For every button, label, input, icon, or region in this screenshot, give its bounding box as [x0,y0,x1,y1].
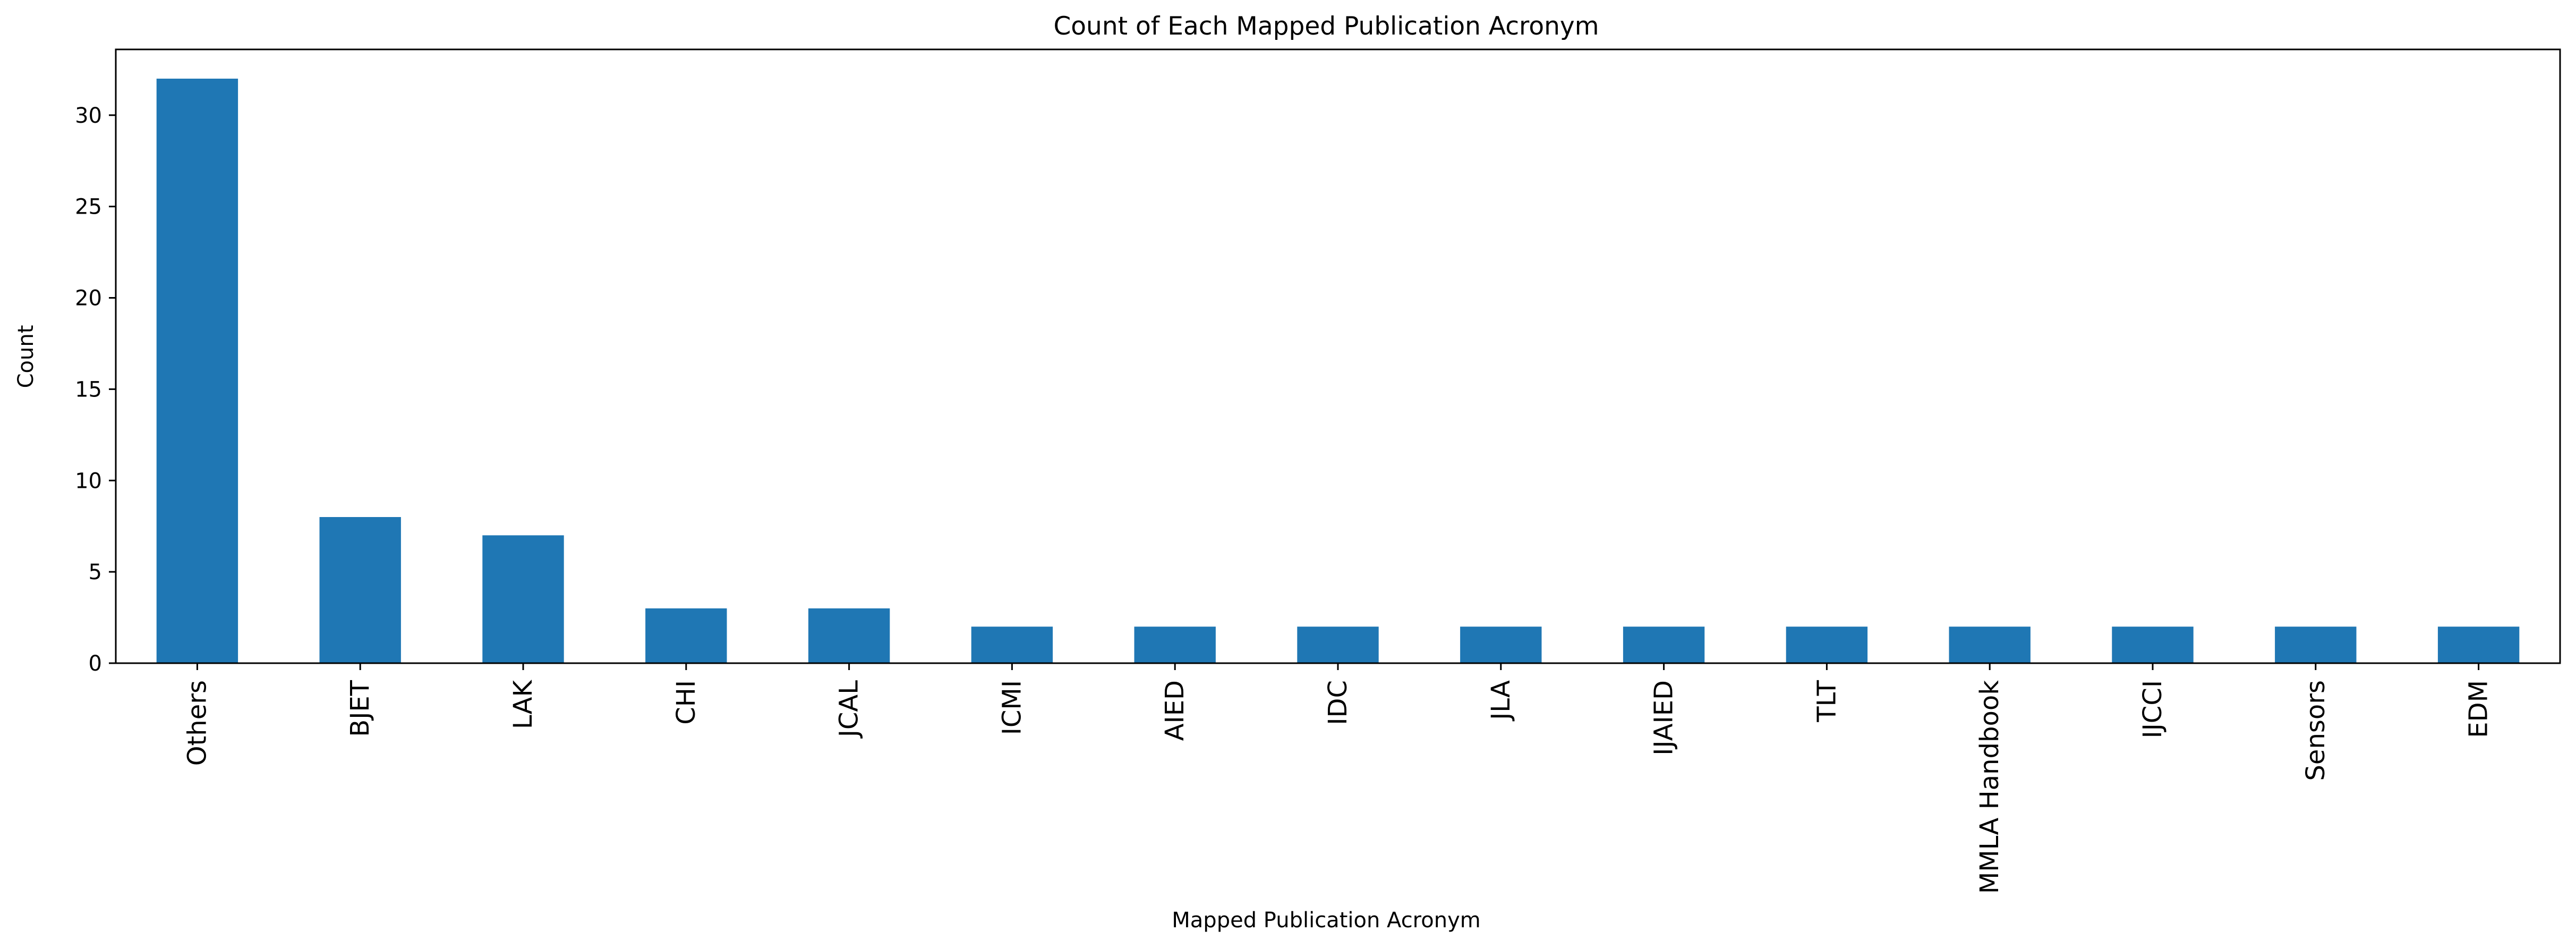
x-axis-label: Mapped Publication Acronym [1172,908,1480,933]
x-tick-label: Others [182,680,212,766]
bar-aied [1134,627,1216,663]
y-axis-ticks: 0 5 10 15 20 25 30 [75,104,116,676]
bar-sensors [2275,627,2357,663]
y-tick-label: 25 [75,195,102,219]
x-tick-label: AIED [1160,680,1190,741]
bar-lak [482,535,564,663]
bar-idc [1297,627,1379,663]
y-tick-label: 5 [89,560,102,585]
x-tick-label: TLT [1812,680,1841,722]
bar-ijcci [2112,627,2194,663]
bar-others [156,79,238,663]
x-tick-label: ICMI [997,680,1027,735]
y-tick-label: 0 [89,651,102,676]
x-tick-label: IJCCI [2138,680,2168,739]
x-tick-label: JLA [1486,680,1516,722]
bar-mmla-handbook [1949,627,2031,663]
plot-frame [115,48,2561,664]
x-tick-label: CHI [671,680,701,725]
x-tick-label: EDM [2464,680,2494,738]
x-tick-label: LAK [508,679,538,729]
x-tick-label: IJAIED [1649,680,1679,756]
y-axis-label: Count [14,325,38,388]
bar-tlt [1786,627,1868,663]
x-tick-label: IDC [1323,680,1353,725]
bars-layer [156,79,2520,663]
y-tick-label: 30 [75,104,102,128]
x-tick-label: MMLA Handbook [1975,680,2004,894]
bar-jla [1460,627,1542,663]
bar-jcal [808,608,890,663]
bar-chi [645,608,727,663]
bar-bjet [319,517,401,663]
x-axis-ticks: Others BJET LAK CHI JCAL ICMI AIED IDC JLA IJAIED… [182,663,2494,894]
x-tick-label: BJET [345,680,375,737]
y-tick-label: 20 [75,286,102,311]
y-tick-label: 10 [75,469,102,493]
bar-ijaied [1623,627,1705,663]
bar-icmi [971,627,1053,663]
x-tick-label: Sensors [2301,680,2331,781]
y-tick-label: 15 [75,377,102,402]
bar-edm [2437,627,2520,663]
x-tick-label: JCAL [834,680,864,739]
chart-title: Count of Each Mapped Publication Acronym [1053,12,1599,41]
